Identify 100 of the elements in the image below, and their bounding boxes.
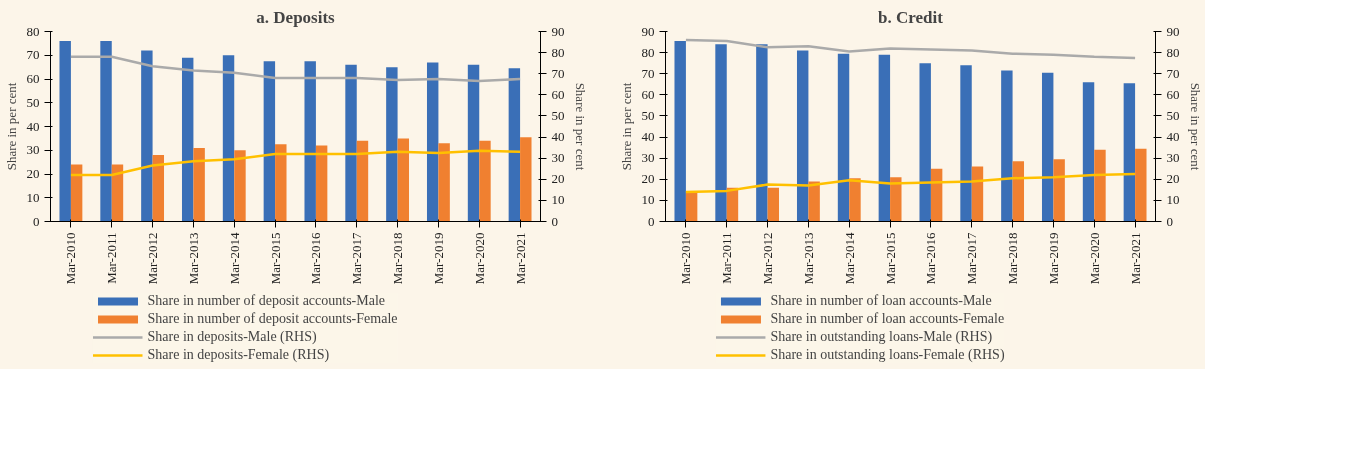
x-tick-label: Mar-2019 <box>430 232 446 285</box>
y2-tick-label: 40 <box>1166 129 1180 145</box>
x-tick-label: Mar-2018 <box>1005 232 1021 285</box>
bar <box>890 177 902 222</box>
y-tick-label: 0 <box>648 213 655 229</box>
x-tick-label: Mar-2011 <box>719 232 735 284</box>
bar <box>438 143 450 222</box>
x-tick-label: Mar-2020 <box>471 232 487 285</box>
bar <box>315 145 328 222</box>
x-tick-label: Mar-2017 <box>964 232 980 285</box>
bar <box>1041 72 1054 222</box>
y-tick-label: 10 <box>26 189 40 205</box>
x-tick-label: Mar-2010 <box>63 232 79 285</box>
bar <box>808 181 820 222</box>
bar <box>520 137 532 222</box>
x-tick-label: Mar-2014 <box>841 232 857 285</box>
x-tick-label: Mar-2011 <box>104 232 120 284</box>
bar <box>508 68 521 222</box>
bar <box>426 62 439 222</box>
x-tick-label: Mar-2015 <box>882 232 898 285</box>
y2-tick-label: 70 <box>551 65 565 81</box>
y-tick-label: 70 <box>641 65 655 81</box>
bar <box>304 61 316 222</box>
y2-tick-label: 90 <box>551 23 565 39</box>
y2-tick-label: 30 <box>1166 150 1180 166</box>
bar <box>674 41 686 222</box>
y2-tick-label: 40 <box>551 129 565 145</box>
x-tick-label: Mar-2016 <box>923 232 939 285</box>
chart-title: a. Deposits <box>256 7 336 27</box>
x-tick-label: Mar-2014 <box>226 232 242 285</box>
y-tick-label: 20 <box>641 171 655 187</box>
y2-tick-label: 20 <box>1166 171 1180 187</box>
bar <box>59 41 71 222</box>
x-tick-label: Mar-2021 <box>512 232 528 285</box>
bar <box>715 44 727 222</box>
x-tick-label: Mar-2012 <box>145 232 161 285</box>
legend-label: Share in number of deposit accounts-Female <box>147 311 398 327</box>
y-tick-label: 80 <box>641 44 655 60</box>
bar <box>193 147 205 222</box>
y2-tick-label: 80 <box>551 44 565 60</box>
bar <box>756 44 768 222</box>
bar <box>467 64 480 222</box>
bar <box>1123 83 1136 222</box>
line-series <box>69 149 522 177</box>
x-tick-label: Mar-2021 <box>1127 232 1143 285</box>
bar <box>849 178 861 222</box>
bar <box>1094 149 1106 222</box>
bar <box>1012 161 1025 222</box>
legend-label: Share in number of deposit accounts-Male <box>147 293 386 309</box>
y2-tick-label: 60 <box>551 86 565 102</box>
bar <box>960 65 972 222</box>
bar <box>141 50 153 222</box>
line-series <box>69 55 522 83</box>
bar <box>878 54 891 222</box>
bar <box>181 57 194 222</box>
y-tick-label: 30 <box>641 150 655 166</box>
bar <box>919 63 931 222</box>
x-tick-label: Mar-2013 <box>800 232 816 285</box>
x-tick-label: Mar-2010 <box>678 232 694 285</box>
y2-tick-label: 60 <box>1166 86 1180 102</box>
bar <box>1082 82 1095 222</box>
bar <box>397 138 410 222</box>
y2-tick-label: 90 <box>1166 23 1180 39</box>
line-series <box>684 38 1137 60</box>
y-tick-label: 40 <box>26 118 40 134</box>
bar <box>234 150 246 222</box>
y-axis-title: Share in per cent <box>618 82 634 171</box>
x-tick-label: Mar-2019 <box>1045 232 1061 285</box>
x-tick-label: Mar-2015 <box>267 232 283 285</box>
legend-label: Share in number of loan accounts-Female <box>770 311 1005 327</box>
y2-tick-label: 80 <box>1166 44 1180 60</box>
y2-axis-title: Share in per cent <box>1187 82 1203 171</box>
bar <box>479 140 491 222</box>
legend-label: Share in deposits-Male (RHS) <box>147 329 317 345</box>
y-tick-label: 70 <box>26 47 40 63</box>
bar <box>70 164 83 222</box>
bar <box>386 67 398 222</box>
bar <box>1053 159 1065 222</box>
y-tick-label: 50 <box>26 94 40 110</box>
bar <box>345 64 357 222</box>
y-tick-label: 50 <box>641 107 655 123</box>
bar <box>1001 70 1013 222</box>
y-tick-label: 60 <box>641 86 655 102</box>
bar <box>100 41 112 222</box>
y2-tick-label: 30 <box>551 150 565 166</box>
bar <box>275 144 287 222</box>
chart-title: b. Credit <box>878 7 944 27</box>
line-series <box>684 172 1137 194</box>
y2-tick-label: 50 <box>551 107 565 123</box>
y-tick-label: 80 <box>26 23 40 39</box>
legend-label: Share in outstanding loans-Male (RHS) <box>770 329 993 345</box>
x-tick-label: Mar-2012 <box>760 232 776 285</box>
y2-tick-label: 10 <box>551 192 565 208</box>
y2-tick-label: 10 <box>1166 192 1180 208</box>
y-tick-label: 30 <box>26 142 40 158</box>
bar <box>971 166 984 222</box>
bar <box>356 140 369 222</box>
y2-tick-label: 20 <box>551 171 565 187</box>
y-tick-label: 90 <box>641 23 655 39</box>
y-tick-label: 40 <box>641 129 655 145</box>
